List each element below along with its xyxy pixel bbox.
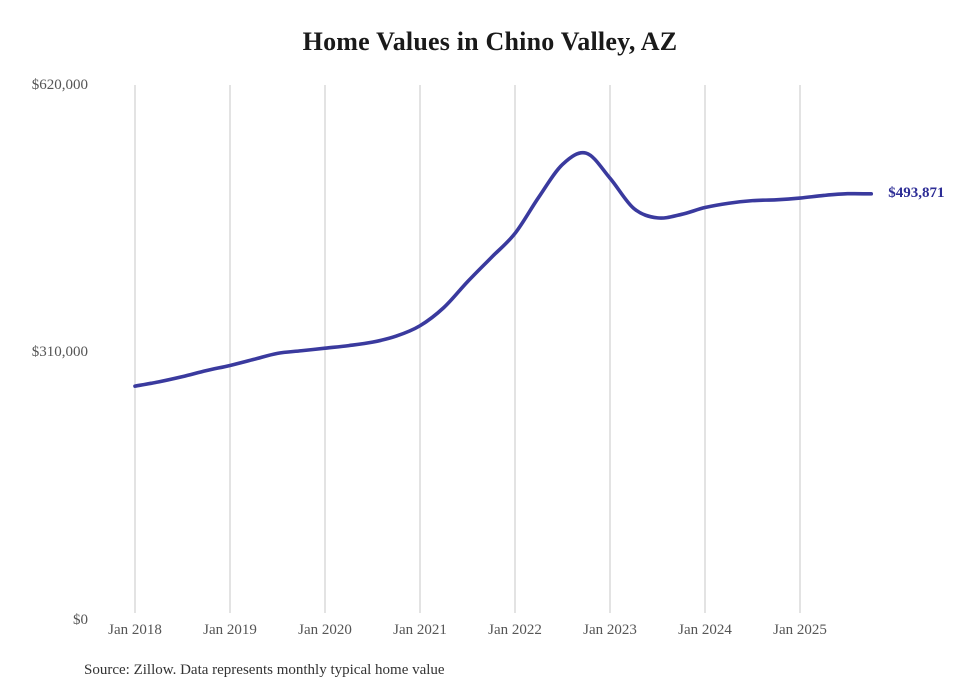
end-value-annotation: $493,871 [888, 184, 945, 201]
gridlines [134, 85, 801, 613]
source-note: Source: Zillow. Data represents monthly … [84, 662, 445, 678]
x-axis-tick-jan-2025: Jan 2025 [773, 622, 827, 638]
x-axis-tick-jan-2023: Jan 2023 [583, 622, 637, 638]
x-axis-tick-jan-2019: Jan 2019 [203, 622, 257, 638]
x-axis-tick-jan-2020: Jan 2020 [298, 622, 352, 638]
y-axis-tick-620000: $620,000 [31, 77, 88, 93]
x-axis-tick-jan-2022: Jan 2022 [488, 622, 542, 638]
y-axis-tick-310000: $310,000 [31, 344, 88, 360]
x-axis-tick-jan-2021: Jan 2021 [393, 622, 447, 638]
y-axis-tick-0: $0 [73, 612, 88, 628]
x-axis-tick-jan-2018: Jan 2018 [108, 622, 162, 638]
chart-title: Home Values in Chino Valley, AZ [302, 27, 678, 56]
x-axis-tick-jan-2024: Jan 2024 [678, 622, 732, 638]
home-value-line-series [133, 150, 874, 388]
